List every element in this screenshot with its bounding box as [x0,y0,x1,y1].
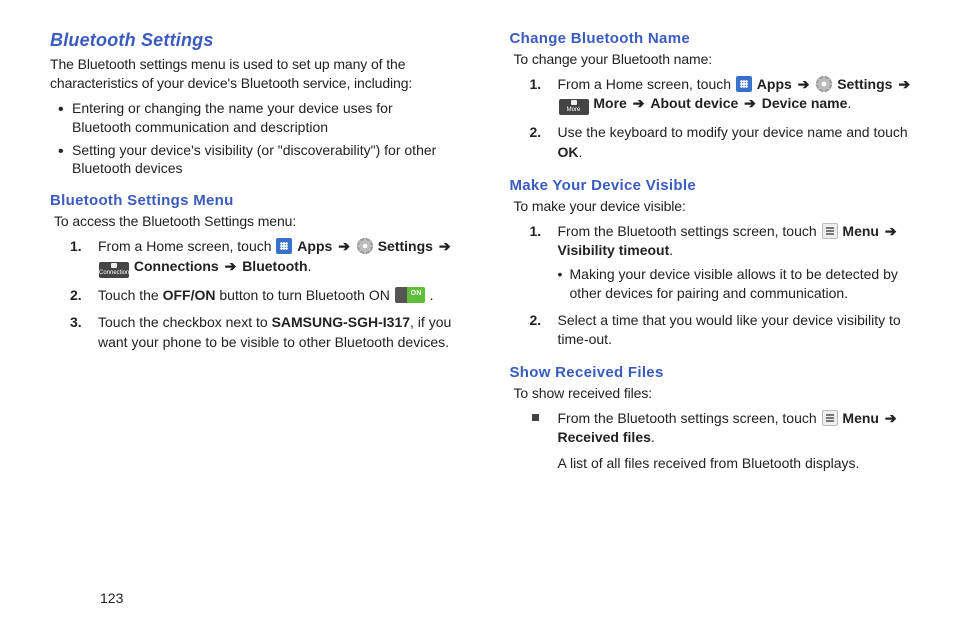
step-item: From a Home screen, touch Apps ➔ Setting… [50,237,455,278]
gear-icon [816,76,832,92]
lead-text: To change your Bluetooth name: [514,50,915,69]
step-item: Select a time that you would like your d… [510,311,915,350]
arrow-icon: ➔ [633,94,645,114]
steps-list: From a Home screen, touch Apps ➔ Setting… [510,75,915,163]
left-column: Bluetooth Settings The Bluetooth setting… [50,30,455,550]
heading-bluetooth-settings: Bluetooth Settings [50,30,455,51]
intro-text: The Bluetooth settings menu is used to s… [50,55,455,93]
label-bluetooth: Bluetooth [242,258,307,274]
arrow-icon: ➔ [798,75,810,95]
apps-icon [736,76,752,92]
arrow-icon: ➔ [225,257,237,277]
arrow-icon: ➔ [885,222,897,242]
square-item: From the Bluetooth settings screen, touc… [510,409,915,474]
step-text: From a Home screen, touch [98,238,275,254]
steps-list: From a Home screen, touch Apps ➔ Setting… [50,237,455,352]
connections-tab-icon: Connections [99,262,129,278]
steps-list: From the Bluetooth settings screen, touc… [510,222,915,350]
lead-text: To make your device visible: [514,197,915,216]
apps-icon [276,238,292,254]
gear-icon [357,238,373,254]
arrow-icon: ➔ [439,237,451,257]
step-item: Touch the checkbox next to SAMSUNG-SGH-I… [50,313,455,352]
heading-show-files: Show Received Files [510,364,915,381]
heading-make-visible: Make Your Device Visible [510,177,915,194]
label-ok: OK [558,144,579,160]
sub-bullet-item: Making your device visible allows it to … [558,265,915,303]
step-text: From the Bluetooth settings screen, touc… [558,410,821,426]
sub-bullets: Making your device visible allows it to … [558,265,915,303]
bullet-item: Entering or changing the name your devic… [50,99,455,137]
menu-icon [822,410,838,426]
label-received-files: Received files [558,429,651,445]
step-item: From the Bluetooth settings screen, touc… [510,222,915,303]
heading-settings-menu: Bluetooth Settings Menu [50,192,455,209]
label-connections: Connections [134,258,219,274]
label-device-name: Device name [762,95,848,111]
step-item: Use the keyboard to modify your device n… [510,123,915,162]
more-tab-icon: More [559,99,589,115]
label-menu: Menu [842,223,879,239]
arrow-icon: ➔ [744,94,756,114]
lead-text: To access the Bluetooth Settings menu: [54,212,455,231]
arrow-icon: ➔ [885,409,897,429]
step-item: From a Home screen, touch Apps ➔ Setting… [510,75,915,116]
label-more: More [593,95,626,111]
arrow-icon: ➔ [338,237,350,257]
step-text: Touch the checkbox next to [98,314,272,330]
trail-text: A list of all files received from Blueto… [558,454,915,474]
label-about-device: About device [650,95,738,111]
step-text: From the Bluetooth settings screen, touc… [558,223,821,239]
label-offon: OFF/ON [163,287,216,303]
bullet-item: Setting your device's visibility (or "di… [50,141,455,179]
menu-icon [822,223,838,239]
label-menu: Menu [842,410,879,426]
lead-text: To show received files: [514,384,915,403]
arrow-icon: ➔ [898,75,910,95]
heading-change-name: Change Bluetooth Name [510,30,915,47]
step-item: Touch the OFF/ON button to turn Bluetoot… [50,286,455,306]
step-text: Use the keyboard to modify your device n… [558,124,908,140]
right-column: Change Bluetooth Name To change your Blu… [510,30,915,550]
label-apps: Apps [297,238,332,254]
label-settings: Settings [378,238,433,254]
square-list: From the Bluetooth settings screen, touc… [510,409,915,474]
label-settings: Settings [837,76,892,92]
label-apps: Apps [757,76,792,92]
intro-bullets: Entering or changing the name your devic… [50,99,455,179]
step-text: button to turn Bluetooth ON [216,287,394,303]
label-model: SAMSUNG-SGH-I317 [272,314,410,330]
step-text: Touch the [98,287,163,303]
page-number: 123 [100,590,123,606]
on-toggle-icon [395,287,425,303]
step-text: From a Home screen, touch [558,76,735,92]
label-visibility-timeout: Visibility timeout [558,242,670,258]
